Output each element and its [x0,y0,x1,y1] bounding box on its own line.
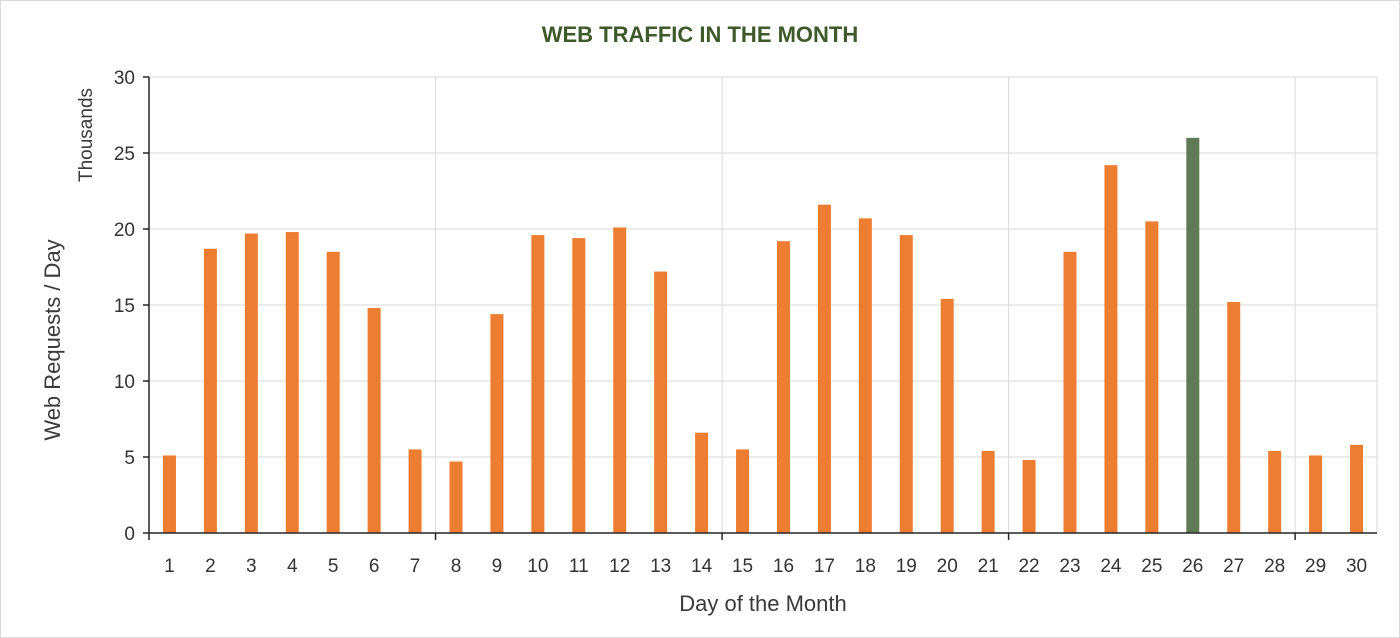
bar-day-10 [531,235,544,533]
bar-day-8 [450,462,463,533]
bar-day-12 [613,227,626,533]
x-tick-label: 27 [1223,556,1244,577]
x-tick-label: 6 [369,556,380,577]
x-tick-label: 25 [1141,556,1162,577]
x-tick-label: 5 [328,556,339,577]
x-tick-label: 21 [978,556,999,577]
bar-day-27 [1227,302,1240,533]
x-tick-label: 23 [1059,556,1080,577]
y-axis-label: Web Requests / Day [40,239,65,440]
y-tick-label: 15 [114,296,135,317]
y-tick-label: 20 [114,220,135,241]
y-tick-labels: 0 5 10 15 20 25 30 [114,68,135,545]
x-tick-label: 9 [492,556,503,577]
x-tick-label: 10 [527,556,548,577]
y-tick-label: 5 [124,448,135,469]
x-tick-label: 18 [855,556,876,577]
x-tick-label: 17 [814,556,835,577]
x-tick-label: 29 [1305,556,1326,577]
y-axis-units-label: Thousands [76,88,97,182]
x-tick-label: 2 [205,556,216,577]
x-tick-label: 16 [773,556,794,577]
bar-day-26 [1186,138,1199,533]
bar-day-18 [859,218,872,533]
bar-day-14 [695,433,708,533]
bar-day-29 [1309,455,1322,533]
x-axis-label: Day of the Month [679,591,847,616]
x-tick-label: 15 [732,556,753,577]
x-tick-label: 4 [287,556,298,577]
bar-day-6 [368,308,381,533]
x-tick-label: 28 [1264,556,1285,577]
y-tick-label: 10 [114,372,135,393]
bar-day-3 [245,234,258,533]
x-tick-labels: 1 2 3 4 5 6 7 8 9 10 11 12 13 14 15 16 17 18 19 20 21 22 23 24 2… [164,556,1367,577]
bar-day-2 [204,249,217,533]
x-tick-label: 20 [937,556,958,577]
bar-day-4 [286,232,299,533]
x-tick-label: 24 [1100,556,1122,577]
bar-day-21 [982,451,995,533]
chart-title: WEB TRAFFIC IN THE MONTH [542,22,859,47]
x-tick-label: 13 [650,556,671,577]
x-tick-label: 26 [1182,556,1203,577]
x-tick-label: 22 [1018,556,1039,577]
bar-day-30 [1350,445,1363,533]
x-tick-label: 7 [410,556,421,577]
bar-day-9 [490,314,503,533]
bar-day-20 [941,299,954,533]
bar-day-15 [736,449,749,533]
x-tick-label: 30 [1346,556,1367,577]
x-tick-label: 3 [246,556,257,577]
bar-day-5 [327,252,340,533]
bar-day-17 [818,205,831,533]
y-tick-label: 30 [114,68,135,89]
x-tick-label: 11 [569,556,589,577]
bar-day-25 [1145,221,1158,533]
bar-day-24 [1104,165,1117,533]
x-tick-label: 1 [164,556,175,577]
bar-day-16 [777,241,790,533]
x-tick-label: 8 [451,556,462,577]
x-tick-label: 14 [691,556,713,577]
y-tick-label: 0 [124,524,135,545]
x-tick-label: 19 [896,556,917,577]
bar-day-22 [1023,460,1036,533]
bar-day-1 [163,455,176,533]
bar-day-28 [1268,451,1281,533]
x-tick-label: 12 [609,556,630,577]
bar-day-13 [654,272,667,533]
y-tick-label: 25 [114,144,135,165]
bar-day-11 [572,238,585,533]
bar-day-23 [1064,252,1077,533]
bar-day-19 [900,235,913,533]
bar-day-7 [409,449,422,533]
bars [163,138,1363,533]
